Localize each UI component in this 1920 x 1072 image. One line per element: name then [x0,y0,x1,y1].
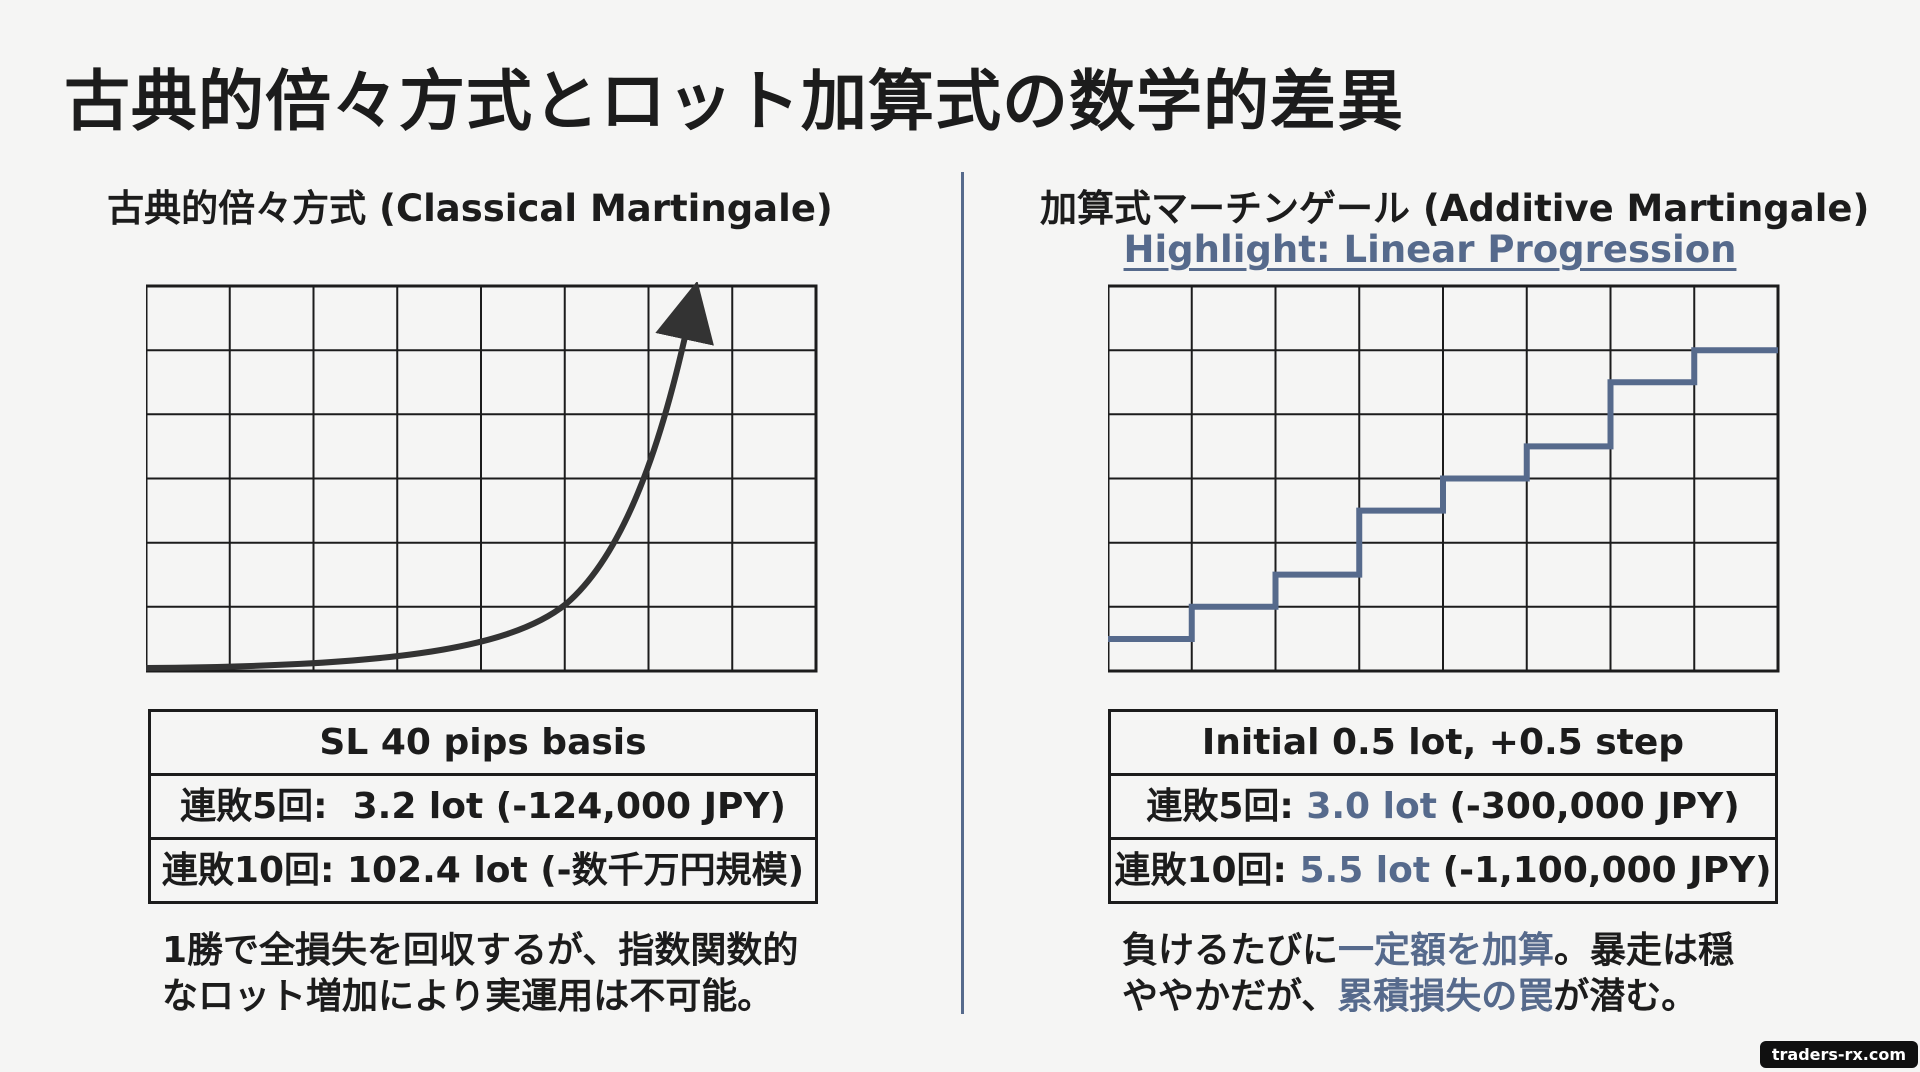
exponential-curve [146,282,714,671]
lot-value: 102.4 lot [346,850,528,891]
row-label: 連敗5回: [180,786,328,827]
classical-table: SL 40 pips basis 連敗5回: 3.2 lot (-124,000… [148,709,818,904]
classical-grid [146,284,818,673]
caption-emphasis: 累積損失の罠 [1337,976,1554,1017]
caption-line: 1勝で全損失を回収するが、指数関数的 [162,930,799,971]
additive-caption: 負けるたびに一定額を加算。暴走は穏 ややかだが、累積損失の罠が潜む。 [1122,928,1822,1020]
row-label: 連敗5回: [1146,786,1294,827]
additive-heading: 加算式マーチンゲール (Additive Martingale) [1040,187,1870,230]
lot-value: 5.5 lot [1299,850,1431,891]
classical-row-10-losses: 連敗10回: 102.4 lot (-数千万円規模) [151,837,815,901]
classical-caption: 1勝で全損失を回収するが、指数関数的 なロット増加により実運用は不可能。 [162,928,862,1020]
caption-text: ややかだが、 [1122,976,1338,1017]
caption-text: が潜む。 [1553,976,1698,1017]
loss-value: (-124,000 JPY) [495,786,786,827]
loss-value: (-1,100,000 JPY) [1442,850,1772,891]
watermark: traders-rx.com [1759,1041,1918,1068]
classical-heading: 古典的倍々方式 (Classical Martingale) [107,187,833,230]
caption-text: 。暴走は穏 [1554,930,1735,971]
additive-step-diagram [1108,284,1780,673]
classical-growth-diagram [146,282,818,673]
lot-value: 3.2 lot [352,786,484,827]
caption-text: 負けるたびに [1122,930,1339,971]
page-title: 古典的倍々方式とロット加算式の数学的差異 [64,63,1404,140]
row-label: 連敗10回: [1114,850,1287,891]
additive-row-10-losses: 連敗10回: 5.5 lot (-1,100,000 JPY) [1111,837,1775,901]
additive-table: Initial 0.5 lot, +0.5 step 連敗5回: 3.0 lot… [1108,709,1778,904]
caption-line: なロット増加により実運用は不可能。 [162,976,774,1017]
caption-line: ややかだが、累積損失の罠が潜む。 [1122,974,1822,1020]
caption-line: 負けるたびに一定額を加算。暴走は穏 [1122,928,1822,974]
additive-table-header: Initial 0.5 lot, +0.5 step [1201,722,1685,763]
loss-value: (-300,000 JPY) [1449,786,1740,827]
additive-highlight: Highlight: Linear Progression [1123,228,1737,271]
lot-value: 3.0 lot [1306,786,1437,827]
classical-row-5-losses: 連敗5回: 3.2 lot (-124,000 JPY) [151,773,815,837]
classical-table-header: SL 40 pips basis [319,722,647,763]
loss-value: (-数千万円規模) [540,850,805,891]
additive-row-5-losses: 連敗5回: 3.0 lot (-300,000 JPY) [1111,773,1775,837]
linear-step-line [1108,347,1778,642]
caption-emphasis: 一定額を加算 [1338,930,1555,971]
row-label: 連敗10回: [161,850,335,891]
center-divider [961,172,964,1014]
